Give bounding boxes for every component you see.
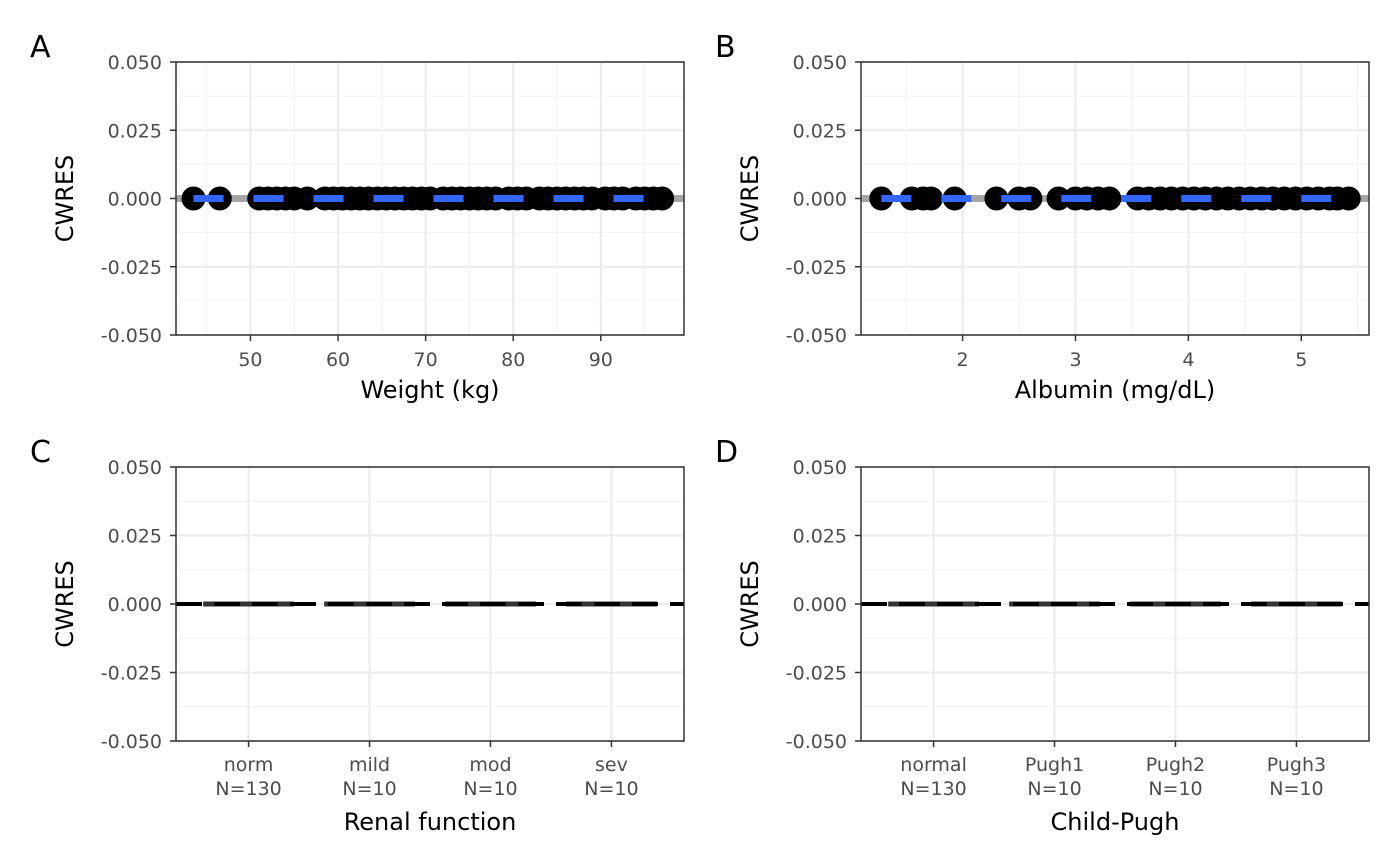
x-tick-label: 70 xyxy=(414,349,438,371)
y-tick-label: 0.000 xyxy=(793,189,847,211)
x-tick-count-label: N=10 xyxy=(1027,778,1081,800)
data-point xyxy=(650,186,675,211)
y-tick-label: 0.025 xyxy=(108,120,162,142)
y-tick-label: 0.000 xyxy=(108,189,162,211)
y-tick-label: 0.000 xyxy=(793,594,847,616)
x-tick-label: 2 xyxy=(957,349,969,371)
y-tick-label: -0.050 xyxy=(786,325,847,347)
x-axis-title: Renal function xyxy=(344,808,517,836)
data-points xyxy=(869,186,1361,211)
x-tick-label: norm xyxy=(224,754,274,776)
y-axis-title: CWRES xyxy=(736,155,764,243)
y-tick-label: 0.050 xyxy=(108,52,162,74)
panel-tag: C xyxy=(30,435,51,470)
y-axis-title: CWRES xyxy=(736,560,764,648)
y-tick-label: 0.025 xyxy=(108,526,162,548)
x-tick-label: Pugh3 xyxy=(1267,754,1326,776)
data-point xyxy=(295,186,320,211)
panel-tag: A xyxy=(30,30,51,65)
y-tick-label: 0.050 xyxy=(793,52,847,74)
x-tick-label: Pugh2 xyxy=(1146,754,1205,776)
y-tick-label: -0.050 xyxy=(101,325,162,347)
x-axis-title: Child-Pugh xyxy=(1051,808,1180,836)
panel-tag: D xyxy=(715,435,738,470)
y-tick-label: -0.025 xyxy=(101,663,162,685)
x-tick-count-label: N=10 xyxy=(463,778,517,800)
panel-b: -0.050 -0.025 0.000 0.025 0.050 2 3 4 5 Albumin (… xyxy=(715,30,1370,404)
x-tick-label: sev xyxy=(595,754,628,776)
x-tick-label: mild xyxy=(349,754,390,776)
x-tick-label: mod xyxy=(469,754,511,776)
y-tick-label: -0.050 xyxy=(786,731,847,753)
x-tick-label: Pugh1 xyxy=(1025,754,1084,776)
panel-tag: B xyxy=(715,30,736,65)
panel-a: -0.050 -0.025 0.000 0.025 0.050 50 60 70 80 90 Wei… xyxy=(30,30,685,404)
y-tick-label: -0.025 xyxy=(786,663,847,685)
y-tick-label: 0.025 xyxy=(793,120,847,142)
x-tick-count-label: N=10 xyxy=(584,778,638,800)
x-tick-label: 5 xyxy=(1295,349,1307,371)
data-point xyxy=(918,186,943,211)
y-axis-title: CWRES xyxy=(51,560,79,648)
x-tick-label: 80 xyxy=(501,349,525,371)
y-axis-title: CWRES xyxy=(51,155,79,243)
y-tick-label: 0.025 xyxy=(793,526,847,548)
x-tick-label: 90 xyxy=(589,349,613,371)
x-tick-label: 4 xyxy=(1182,349,1194,371)
x-tick-label: 50 xyxy=(238,349,262,371)
x-tick-count-label: N=10 xyxy=(1269,778,1323,800)
y-tick-label: -0.025 xyxy=(101,257,162,279)
x-tick-count-label: N=130 xyxy=(900,778,966,800)
x-tick-count-label: N=10 xyxy=(342,778,396,800)
x-tick-label: 60 xyxy=(326,349,350,371)
y-tick-label: 0.050 xyxy=(108,457,162,479)
data-point xyxy=(1046,186,1071,211)
x-axis-title: Weight (kg) xyxy=(360,376,499,404)
y-tick-label: 0.050 xyxy=(793,457,847,479)
data-points xyxy=(181,186,675,211)
x-tick-count-label: N=130 xyxy=(215,778,281,800)
x-tick-count-label: N=10 xyxy=(1148,778,1202,800)
data-point xyxy=(1336,186,1361,211)
x-tick-label: normal xyxy=(900,754,967,776)
y-tick-label: 0.000 xyxy=(108,594,162,616)
y-tick-label: -0.050 xyxy=(101,731,162,753)
data-point xyxy=(1097,186,1122,211)
x-axis-title: Albumin (mg/dL) xyxy=(1015,376,1215,404)
x-tick-label: 3 xyxy=(1069,349,1081,371)
data-point xyxy=(984,186,1009,211)
y-tick-label: -0.025 xyxy=(786,257,847,279)
